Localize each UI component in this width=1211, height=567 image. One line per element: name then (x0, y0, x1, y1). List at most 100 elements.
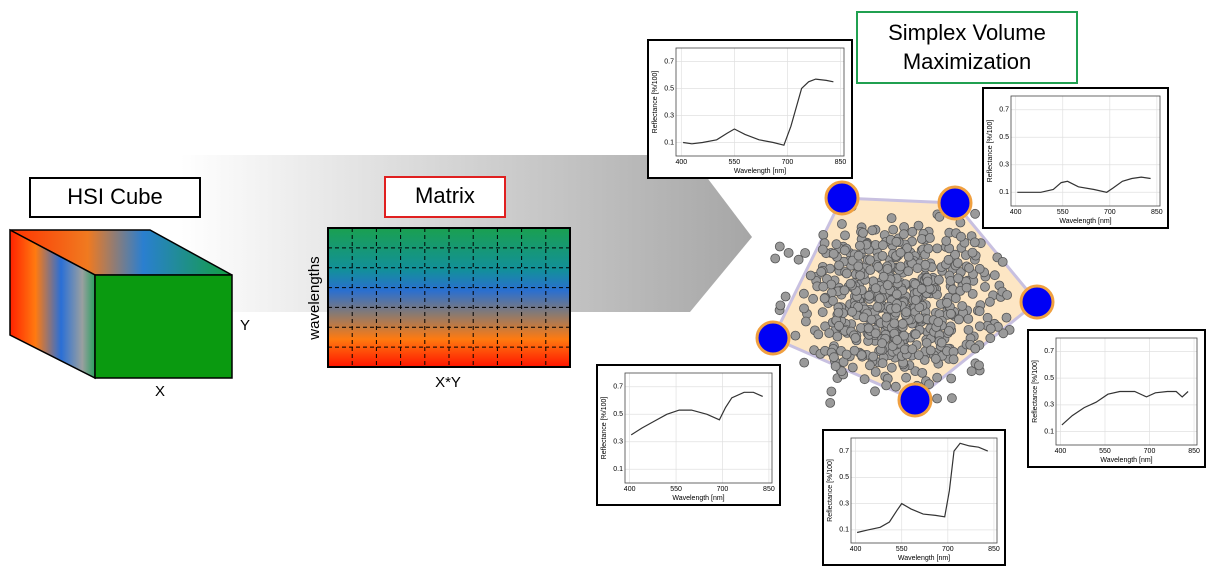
pixel-dot (840, 246, 849, 255)
x-axis-label: Wavelength [nm] (898, 555, 950, 562)
pixel-dot (957, 232, 966, 241)
pixel-dot (817, 267, 826, 276)
pixel-dot (848, 307, 857, 316)
pixel-dot (832, 240, 841, 249)
pixel-dot (809, 294, 818, 303)
pixel-dot (954, 274, 963, 283)
pixel-dot (833, 332, 842, 341)
pixel-dot (851, 333, 860, 342)
pixel-dot (915, 314, 924, 323)
pixel-dot (990, 271, 999, 280)
x-tick-label: 400 (1055, 448, 1067, 455)
x-tick-label: 700 (942, 546, 954, 553)
pixel-dot (947, 394, 956, 403)
y-tick-label: 0.3 (613, 439, 623, 446)
pixel-dot (842, 350, 851, 359)
y-axis-label: Reflectance [%/100] (827, 459, 834, 522)
pixel-dot (846, 279, 855, 288)
pixel-dot (908, 345, 917, 354)
y-axis-label: Reflectance [%/100] (1032, 360, 1039, 423)
pixel-dot (937, 338, 946, 347)
pixel-dot (986, 324, 995, 333)
pixel-dot (998, 257, 1007, 266)
pixel-dot (867, 315, 876, 324)
y-tick-label: 0.1 (999, 189, 1009, 196)
pixel-dot (879, 272, 888, 281)
pixel-dot (856, 271, 865, 280)
y-tick-label: 0.5 (1044, 375, 1054, 382)
y-tick-label: 0.1 (664, 139, 674, 146)
pixel-dot (902, 373, 911, 382)
pixel-dot (801, 249, 810, 258)
svm-label: Simplex Volume (888, 20, 1046, 45)
pixel-dot (818, 245, 827, 254)
x-tick-label: 850 (1151, 209, 1163, 216)
x-tick-label: 400 (1010, 209, 1022, 216)
endmember (899, 384, 931, 416)
pixel-dot (827, 387, 836, 396)
pixel-dot (893, 336, 902, 345)
pixel-dot (882, 381, 891, 390)
hsi-cube-label: HSI Cube (67, 184, 162, 209)
pixel-dot (931, 354, 940, 363)
pixel-dot (854, 251, 863, 260)
y-tick-label: 0.3 (839, 500, 849, 507)
pixel-dot (904, 252, 913, 261)
pixel-dot (934, 275, 943, 284)
y-axis-label: Reflectance [%/100] (652, 71, 659, 134)
pixel-dot (954, 315, 963, 324)
chart-frame (1028, 330, 1205, 467)
y-tick-label: 0.1 (1044, 428, 1054, 435)
endmember (757, 322, 789, 354)
pixel-dot (975, 264, 984, 273)
x-axis-label: Wavelength [nm] (1100, 457, 1152, 464)
pixel-dot (814, 330, 823, 339)
pixel-dot (917, 284, 926, 293)
x-tick-label: 400 (675, 159, 687, 166)
pixel-dot (898, 319, 907, 328)
x-tick-label: 550 (1057, 209, 1069, 216)
pixel-dot (784, 248, 793, 257)
pixel-dot (899, 230, 908, 239)
pixel-dot (848, 363, 857, 372)
y-tick-label: 0.5 (839, 474, 849, 481)
pixel-dot (868, 226, 877, 235)
pixel-dot (975, 307, 984, 316)
pixel-dot (835, 321, 844, 330)
y-tick-label: 0.3 (999, 162, 1009, 169)
pixel-dot (887, 363, 896, 372)
y-tick-label: 0.5 (613, 411, 623, 418)
y-tick-label: 0.1 (839, 527, 849, 534)
pixel-dot (889, 225, 898, 234)
y-tick-label: 0.3 (1044, 402, 1054, 409)
pixel-dot (924, 244, 933, 253)
pixel-dot (854, 262, 863, 271)
pixel-dot (971, 209, 980, 218)
x-tick-label: 700 (782, 159, 794, 166)
pixel-dot (866, 256, 875, 265)
pixel-dot (819, 230, 828, 239)
pixel-dot (871, 368, 880, 377)
diagram: HSI Cube Y X Matrix wavelengths X*Y Simp… (0, 0, 1211, 567)
pixel-dot (942, 237, 951, 246)
pixel-dot (947, 374, 956, 383)
pixel-dot (857, 351, 866, 360)
pixel-dot (933, 373, 942, 382)
pixel-dot (869, 352, 878, 361)
pixel-dot (975, 322, 984, 331)
x-tick-label: 550 (1099, 448, 1111, 455)
x-tick-label: 850 (763, 486, 775, 493)
pixel-dot (775, 242, 784, 251)
axis-label: X*Y (435, 374, 461, 391)
pixel-dot (883, 281, 892, 290)
pixel-dot (831, 362, 840, 371)
pixel-dot (1003, 291, 1012, 300)
x-axis-label: Wavelength [nm] (1059, 218, 1111, 225)
x-tick-label: 550 (729, 159, 741, 166)
pixel-dot (800, 358, 809, 367)
mini-chart: 4005507008500.10.30.50.7Wavelength [nm]R… (983, 88, 1168, 228)
pixel-dot (933, 394, 942, 403)
pixel-dot (776, 301, 785, 310)
y-tick-label: 0.7 (664, 58, 674, 65)
